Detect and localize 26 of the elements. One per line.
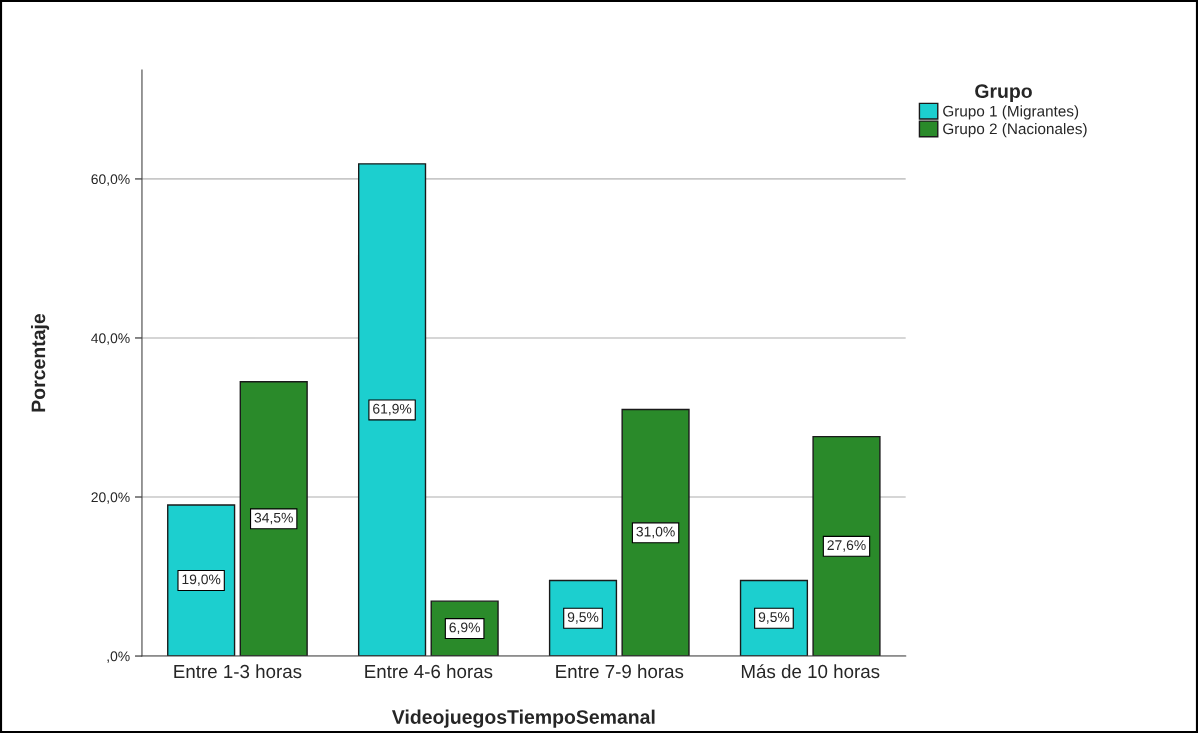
data-label: 6,9% bbox=[449, 622, 480, 634]
bar bbox=[621, 408, 690, 657]
data-label: 9,5% bbox=[567, 612, 599, 624]
legend-title: Grupo bbox=[975, 84, 1032, 102]
data-label: 9,5% bbox=[758, 612, 790, 624]
x-tick-label: Entre 7-9 horas bbox=[556, 664, 684, 679]
y-tick-label: 40,0% bbox=[91, 333, 130, 345]
data-label: 61,9% bbox=[373, 403, 412, 416]
bar bbox=[167, 504, 236, 657]
bar bbox=[812, 435, 881, 657]
y-tick-label: 60,0% bbox=[91, 174, 130, 186]
y-tick-label: ,0% bbox=[107, 651, 130, 663]
bar bbox=[239, 381, 308, 657]
x-tick-label: Entre 4-6 horas bbox=[365, 664, 493, 679]
x-tick-label: Entre 1-3 horas bbox=[174, 664, 302, 679]
data-label: 31,0% bbox=[636, 526, 675, 539]
y-axis-title: Porcentaje bbox=[30, 313, 50, 412]
y-tick-label: 20,0% bbox=[91, 492, 130, 504]
x-axis-title: VideojuegosTiempoSemanal bbox=[391, 709, 655, 728]
bar bbox=[357, 163, 427, 657]
legend-label: Grupo 1 (Migrantes) bbox=[943, 105, 1079, 120]
data-label: 27,6% bbox=[827, 540, 866, 552]
x-tick-label: Más de 10 horas bbox=[741, 664, 880, 679]
legend-label: Grupo 2 (Nacionales) bbox=[943, 123, 1087, 138]
data-label: 19,0% bbox=[182, 574, 221, 586]
data-label: 34,5% bbox=[254, 512, 293, 525]
